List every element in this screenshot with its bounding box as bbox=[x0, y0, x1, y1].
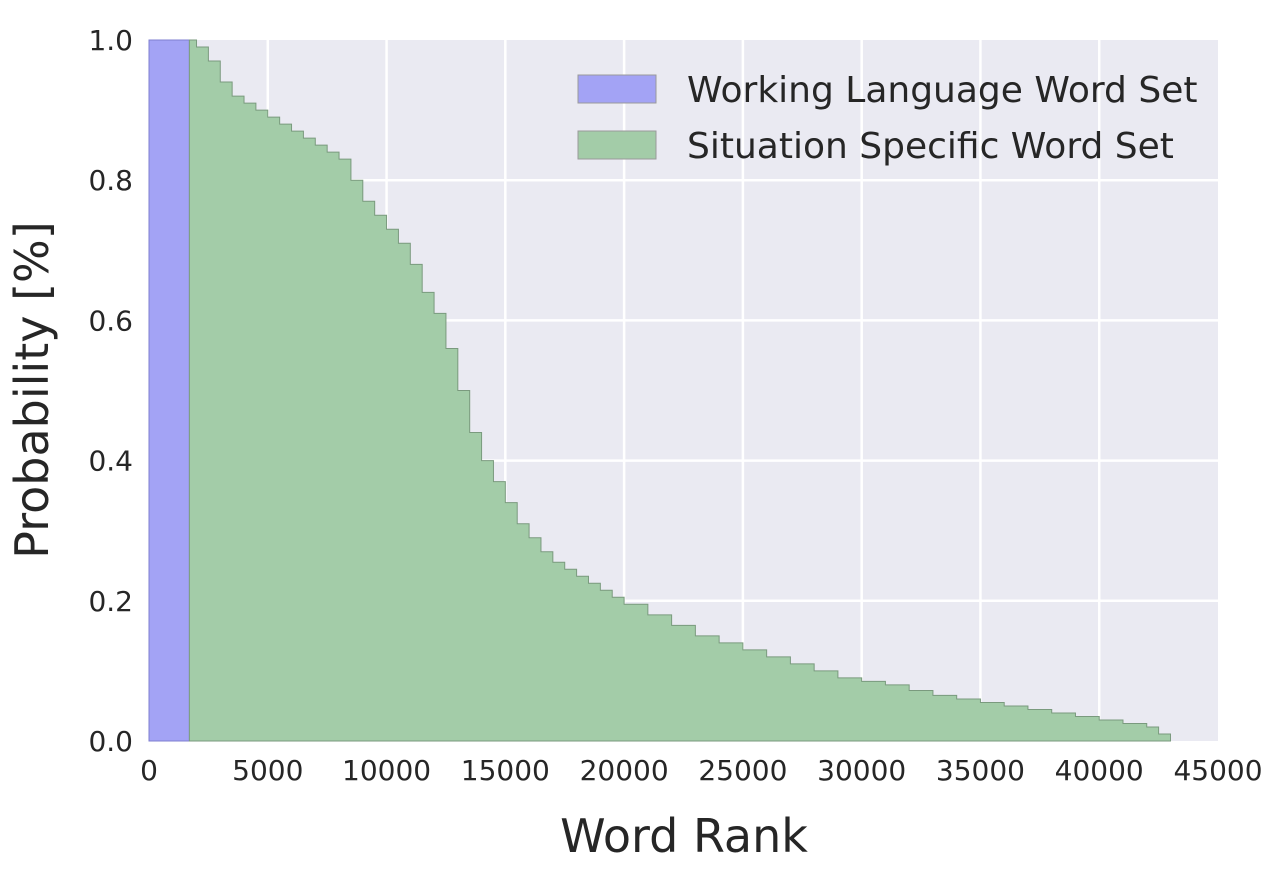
x-tick-label: 30000 bbox=[817, 754, 906, 787]
y-tick-label: 0.6 bbox=[88, 304, 133, 337]
y-tick-label: 0.0 bbox=[88, 725, 133, 758]
legend-swatch bbox=[577, 74, 657, 104]
x-tick-label: 5000 bbox=[232, 754, 303, 787]
y-tick-label: 0.4 bbox=[88, 445, 133, 478]
x-axis-title: Word Rank bbox=[560, 809, 808, 863]
y-tick-labels: 0.0 0.2 0.4 0.6 0.8 1.0 bbox=[88, 24, 133, 758]
x-tick-labels: 0 5000 10000 15000 20000 25000 30000 35000 40000… bbox=[140, 754, 1262, 787]
legend-label: Working Language Word Set bbox=[687, 70, 1197, 111]
y-tick-label: 0.8 bbox=[88, 164, 133, 197]
x-tick-label: 10000 bbox=[342, 754, 431, 787]
legend: Working Language Word Set Situation Speci… bbox=[577, 70, 1197, 167]
legend-swatch bbox=[577, 130, 657, 160]
legend-label: Situation Specific Word Set bbox=[687, 126, 1174, 167]
x-tick-label: 15000 bbox=[461, 754, 550, 787]
y-tick-label: 1.0 bbox=[88, 24, 133, 57]
x-tick-label: 0 bbox=[140, 754, 158, 787]
chart-areas bbox=[148, 39, 1171, 742]
x-tick-label: 40000 bbox=[1055, 754, 1144, 787]
x-tick-label: 45000 bbox=[1173, 754, 1262, 787]
situation-specific-area bbox=[188, 39, 1171, 742]
x-tick-label: 25000 bbox=[698, 754, 787, 787]
working-language-area bbox=[148, 39, 190, 742]
y-tick-label: 0.2 bbox=[88, 585, 133, 618]
x-tick-label: 35000 bbox=[936, 754, 1025, 787]
x-tick-label: 20000 bbox=[580, 754, 669, 787]
y-axis-title: Probability [%] bbox=[5, 221, 59, 558]
